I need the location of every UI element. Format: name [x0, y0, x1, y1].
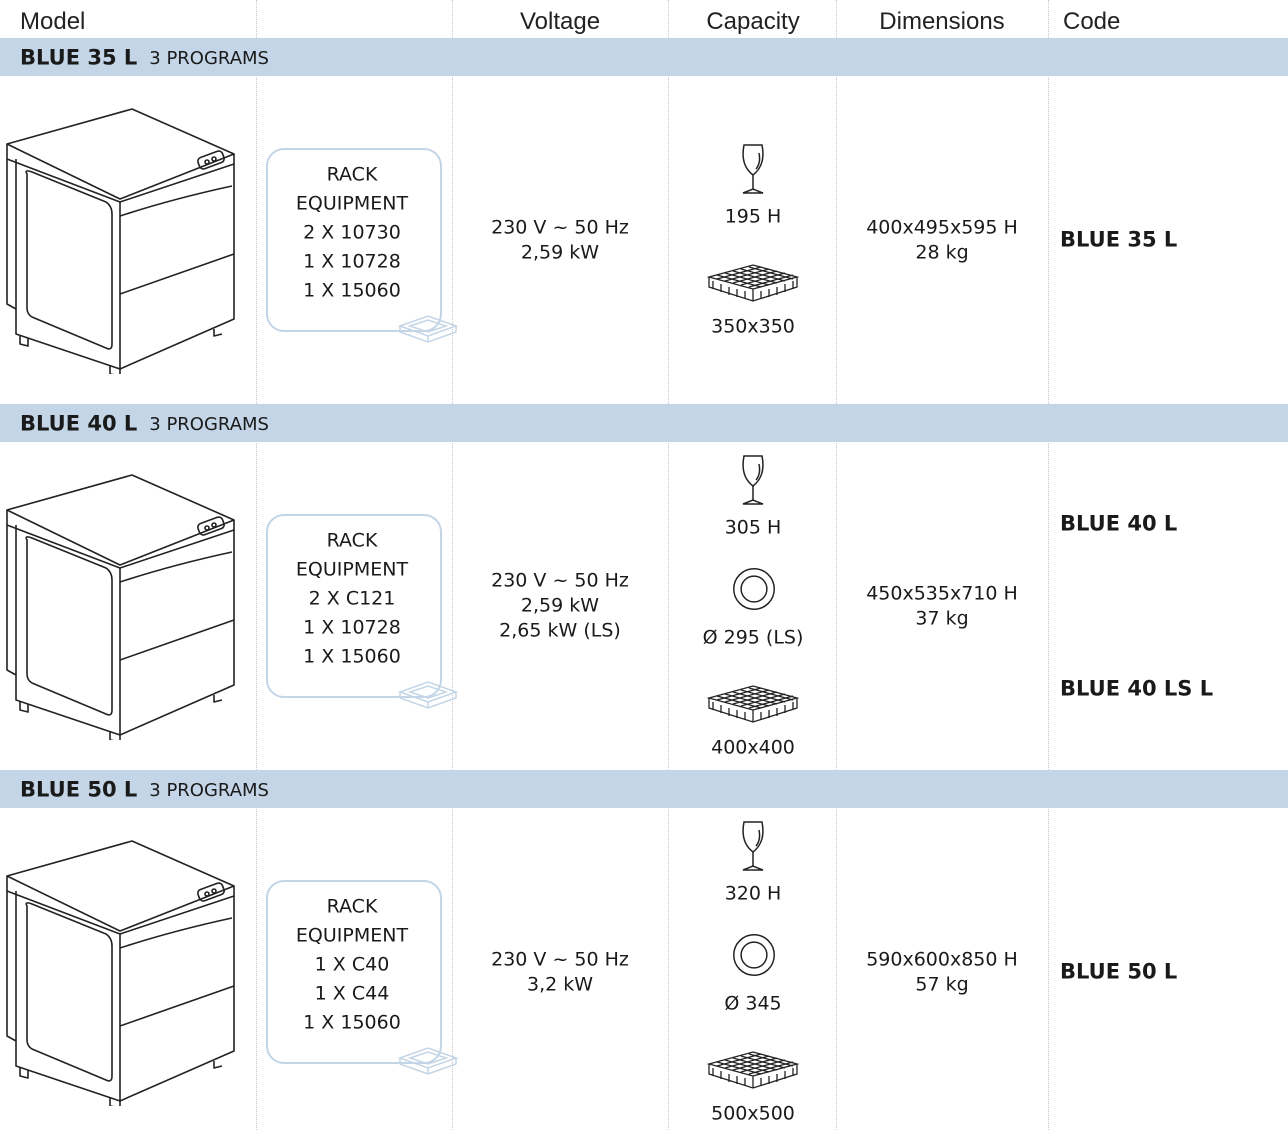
rack-basket-icon: [705, 684, 801, 724]
plate-icon: [731, 566, 777, 612]
rack-box: [266, 514, 442, 698]
column-divider: [452, 0, 453, 1130]
rack-line: RACK: [326, 895, 378, 918]
rack-line: EQUIPMENT: [295, 192, 409, 215]
glass-icon: [738, 820, 768, 872]
code: BLUE 35 L: [1060, 227, 1178, 252]
column-header: Model: [20, 8, 86, 35]
model-name: BLUE 50 L: [20, 777, 138, 802]
capacity-label: 400x400: [711, 736, 795, 759]
rack-icon: [398, 1046, 458, 1076]
rack-line: EQUIPMENT: [295, 558, 409, 581]
voltage-line: 2,65 kW (LS): [499, 619, 621, 642]
model-name: BLUE 40 L: [20, 411, 138, 436]
column-divider: [256, 0, 257, 1130]
dimensions-line: 400x495x595 H: [866, 216, 1018, 238]
rack-icon: [398, 314, 458, 344]
dimensions-line: 28 kg: [915, 241, 969, 263]
column-header: Code: [1063, 8, 1121, 35]
machine-image: [2, 104, 242, 374]
capacity-label: 195 H: [724, 205, 782, 228]
rack-line: 2 X 10730: [303, 221, 401, 244]
voltage-line: 230 V ~ 50 Hz: [491, 216, 629, 238]
rack-line: 1 X 15060: [303, 645, 401, 668]
voltage-line: 3,2 kW: [526, 973, 594, 995]
rack-line: 1 X 10728: [303, 250, 401, 273]
capacity-label: 350x350: [711, 315, 795, 338]
rack-basket-icon: [705, 1050, 801, 1090]
rack-line: 2 X C121: [308, 587, 396, 610]
rack-line: 1 X C40: [314, 953, 390, 976]
code: BLUE 40 LS L: [1060, 676, 1214, 700]
capacity-label: Ø 295 (LS): [702, 626, 804, 649]
rack-line: 1 X 15060: [303, 1011, 401, 1034]
rack-line: RACK: [326, 163, 378, 186]
code: BLUE 50 L: [1060, 959, 1178, 984]
voltage-line: 2,59 kW: [520, 241, 600, 263]
programs: 3 PROGRAMS: [149, 780, 269, 801]
capacity-label: 500x500: [711, 1102, 795, 1125]
capacity-label: 320 H: [724, 882, 782, 905]
rack-line: 1 X 15060: [303, 279, 401, 302]
column-header: Dimensions: [879, 8, 1005, 35]
rack-icon: [398, 680, 458, 710]
section-bar: [0, 404, 1288, 442]
glass-icon: [738, 454, 768, 506]
dimensions-line: 450x535x710 H: [866, 582, 1018, 604]
section-bar: [0, 770, 1288, 808]
rack-basket-icon: [705, 263, 801, 303]
column-divider: [668, 0, 669, 1130]
plate-icon: [731, 932, 777, 978]
machine-image: [2, 836, 242, 1106]
rack-line: 1 X C44: [314, 982, 390, 1005]
code: BLUE 40 L: [1060, 511, 1178, 535]
dimensions-line: 57 kg: [915, 973, 969, 995]
programs: 3 PROGRAMS: [149, 48, 269, 69]
voltage-line: 230 V ~ 50 Hz: [491, 948, 629, 970]
capacity-label: 305 H: [724, 516, 782, 539]
voltage-line: 2,59 kW: [520, 594, 600, 617]
column-divider: [1048, 0, 1049, 1130]
rack-line: RACK: [326, 529, 378, 552]
capacity-label: Ø 345: [724, 992, 782, 1015]
dimensions-line: 37 kg: [915, 607, 969, 629]
machine-image: [2, 470, 242, 740]
rack-line: EQUIPMENT: [295, 924, 409, 947]
rack-box: [266, 880, 442, 1064]
column-header: Voltage: [519, 8, 601, 35]
rack-box: [266, 148, 442, 332]
model-name: BLUE 35 L: [20, 45, 138, 70]
column-divider: [836, 0, 837, 1130]
voltage-line: 230 V ~ 50 Hz: [491, 569, 629, 592]
programs: 3 PROGRAMS: [149, 414, 269, 435]
section-bar: [0, 38, 1288, 76]
column-header: Capacity: [706, 8, 800, 35]
dimensions-line: 590x600x850 H: [866, 948, 1018, 970]
rack-line: 1 X 10728: [303, 616, 401, 639]
glass-icon: [738, 143, 768, 195]
